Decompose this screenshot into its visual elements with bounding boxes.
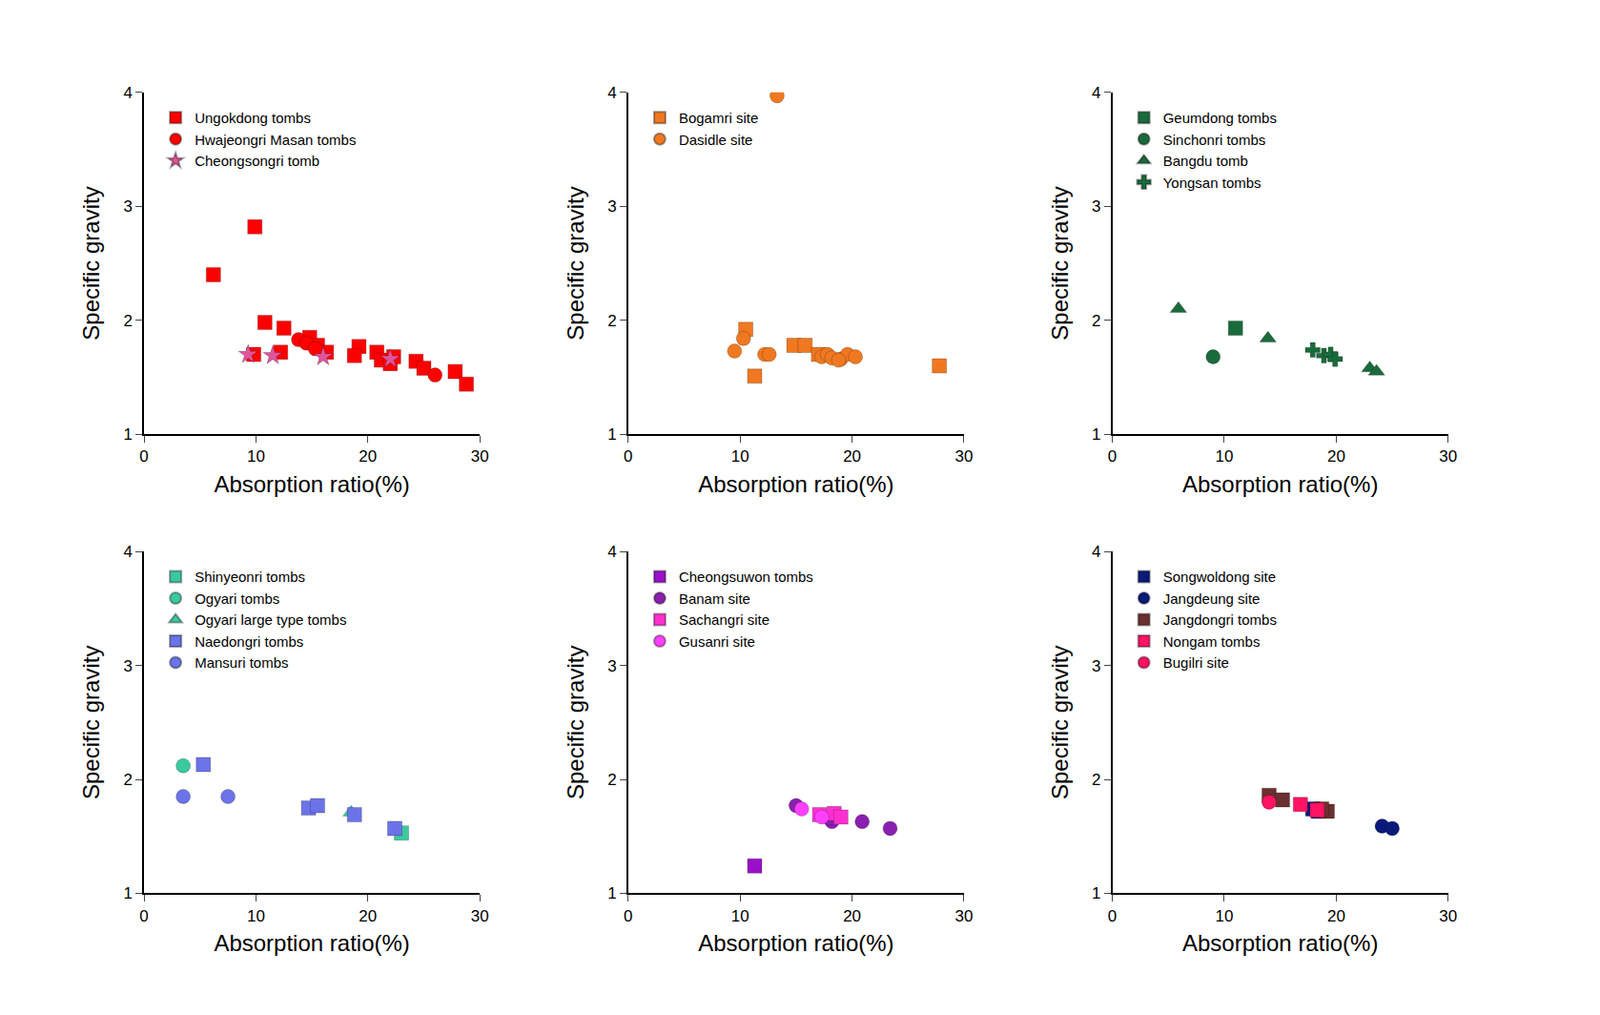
svg-text:Yongsan tombs: Yongsan tombs	[1163, 174, 1262, 191]
svg-text:Mansuri tombs: Mansuri tombs	[194, 654, 288, 671]
svg-text:Gusanri site: Gusanri site	[678, 633, 756, 650]
svg-text:2: 2	[1091, 770, 1101, 789]
svg-text:Nongam tombs: Nongam tombs	[1163, 633, 1261, 650]
svg-text:Absorption ratio(%): Absorption ratio(%)	[213, 929, 410, 956]
svg-text:Absorption ratio(%): Absorption ratio(%)	[1182, 929, 1378, 956]
svg-text:20: 20	[842, 906, 862, 925]
svg-text:2: 2	[607, 311, 616, 330]
svg-text:Specific gravity: Specific gravity	[562, 645, 589, 800]
svg-text:10: 10	[731, 906, 750, 925]
svg-text:Specific gravity: Specific gravity	[78, 645, 104, 800]
svg-text:0: 0	[1107, 447, 1117, 466]
svg-text:Hwajeongri Masan tombs: Hwajeongri Masan tombs	[194, 131, 356, 148]
svg-text:1: 1	[123, 883, 132, 903]
svg-text:4: 4	[123, 542, 132, 561]
svg-text:30: 30	[471, 906, 490, 925]
svg-text:Jangdeung site: Jangdeung site	[1163, 590, 1261, 607]
svg-text:0: 0	[623, 906, 633, 925]
svg-text:4: 4	[1091, 542, 1101, 561]
svg-text:0: 0	[1107, 906, 1117, 925]
svg-text:3: 3	[123, 656, 132, 676]
svg-text:Bogamri site: Bogamri site	[678, 109, 759, 126]
svg-text:4: 4	[607, 83, 616, 103]
svg-text:1: 1	[1091, 425, 1101, 444]
svg-text:Geumdong tombs: Geumdong tombs	[1163, 109, 1277, 126]
svg-text:4: 4	[1091, 83, 1101, 103]
svg-text:4: 4	[123, 83, 132, 103]
svg-text:Absorption ratio(%): Absorption ratio(%)	[697, 929, 894, 956]
svg-text:30: 30	[1438, 906, 1457, 925]
svg-text:Banam site: Banam site	[678, 590, 751, 607]
svg-text:10: 10	[1215, 906, 1234, 925]
svg-text:Specific gravity: Specific gravity	[78, 185, 104, 340]
svg-text:Songwoldong site: Songwoldong site	[1163, 568, 1276, 585]
svg-text:Bangdu tomb: Bangdu tomb	[1163, 152, 1249, 169]
svg-text:3: 3	[607, 197, 616, 216]
svg-text:20: 20	[358, 906, 377, 925]
svg-text:Ogyari large type tombs: Ogyari large type tombs	[194, 611, 347, 628]
svg-text:Sinchonri tombs: Sinchonri tombs	[1163, 131, 1267, 148]
svg-text:Cheongsongri tomb: Cheongsongri tomb	[194, 152, 320, 169]
svg-text:20: 20	[1327, 906, 1346, 925]
svg-text:Ogyari tombs: Ogyari tombs	[194, 590, 280, 607]
svg-text:3: 3	[1091, 197, 1101, 216]
svg-text:Naedongri tombs: Naedongri tombs	[194, 633, 304, 650]
svg-text:3: 3	[1091, 656, 1101, 676]
svg-text:1: 1	[607, 883, 616, 903]
svg-text:1: 1	[1091, 883, 1101, 903]
svg-text:3: 3	[607, 656, 616, 676]
svg-text:1: 1	[607, 425, 616, 444]
svg-text:0: 0	[139, 906, 148, 925]
svg-text:30: 30	[955, 906, 974, 925]
svg-text:Shinyeonri tombs: Shinyeonri tombs	[194, 568, 306, 585]
svg-text:1: 1	[123, 425, 132, 444]
svg-text:Sachangri site: Sachangri site	[678, 611, 770, 628]
svg-text:0: 0	[139, 447, 148, 466]
svg-text:2: 2	[123, 770, 132, 789]
svg-text:2: 2	[123, 311, 132, 330]
svg-text:4: 4	[607, 542, 616, 561]
svg-text:20: 20	[358, 447, 377, 466]
svg-text:Jangdongri tombs: Jangdongri tombs	[1163, 611, 1277, 628]
svg-text:0: 0	[623, 447, 633, 466]
svg-text:2: 2	[1091, 311, 1101, 330]
svg-text:Bugilri site: Bugilri site	[1163, 654, 1230, 671]
svg-text:Ungokdong tombs: Ungokdong tombs	[194, 109, 311, 126]
svg-text:Specific gravity: Specific gravity	[562, 185, 589, 340]
svg-text:20: 20	[842, 447, 862, 466]
svg-text:Specific gravity: Specific gravity	[1046, 185, 1073, 340]
svg-text:30: 30	[471, 447, 490, 466]
svg-text:Cheongsuwon tombs: Cheongsuwon tombs	[678, 568, 814, 585]
svg-text:10: 10	[246, 906, 266, 925]
svg-text:30: 30	[955, 447, 974, 466]
svg-text:Specific gravity: Specific gravity	[1046, 645, 1073, 800]
svg-text:3: 3	[123, 197, 132, 216]
svg-text:Absorption ratio(%): Absorption ratio(%)	[697, 471, 894, 497]
svg-text:10: 10	[731, 447, 750, 466]
svg-text:Absorption ratio(%): Absorption ratio(%)	[1182, 471, 1378, 497]
svg-text:10: 10	[1215, 447, 1234, 466]
svg-text:20: 20	[1327, 447, 1346, 466]
svg-text:Absorption ratio(%): Absorption ratio(%)	[213, 471, 410, 497]
svg-text:30: 30	[1438, 447, 1457, 466]
svg-text:Dasidle site: Dasidle site	[678, 131, 754, 148]
svg-text:2: 2	[607, 770, 616, 789]
svg-text:10: 10	[246, 447, 266, 466]
